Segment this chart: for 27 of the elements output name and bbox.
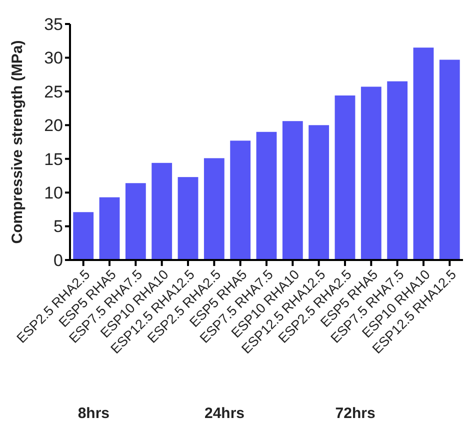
bar <box>178 177 198 260</box>
bar <box>308 125 330 260</box>
bar <box>125 183 146 260</box>
y-tick-label: 15 <box>44 150 63 169</box>
y-tick-label: 25 <box>44 82 63 102</box>
text: 8hrs <box>78 405 110 422</box>
y-tick-label: 0 <box>54 250 63 270</box>
y-tick-label: 10 <box>44 184 63 203</box>
bar <box>413 48 434 260</box>
y-tick-label: 20 <box>44 116 63 136</box>
bar <box>360 86 382 260</box>
bar <box>256 132 277 260</box>
bar <box>152 162 172 260</box>
text: 72hrs <box>335 405 376 422</box>
bar <box>99 197 120 260</box>
bar <box>387 81 408 260</box>
y-axis-title: Compressive strength (MPa) <box>9 40 26 244</box>
bar <box>230 140 251 260</box>
bar <box>282 121 303 260</box>
bar <box>439 60 460 260</box>
y-tick-label: 35 <box>44 14 63 34</box>
bar <box>204 158 224 260</box>
text: 24hrs <box>204 405 245 422</box>
bar <box>334 95 356 260</box>
bar <box>73 212 94 260</box>
y-tick-label: 5 <box>54 217 63 236</box>
y-tick-label: 30 <box>44 48 63 68</box>
